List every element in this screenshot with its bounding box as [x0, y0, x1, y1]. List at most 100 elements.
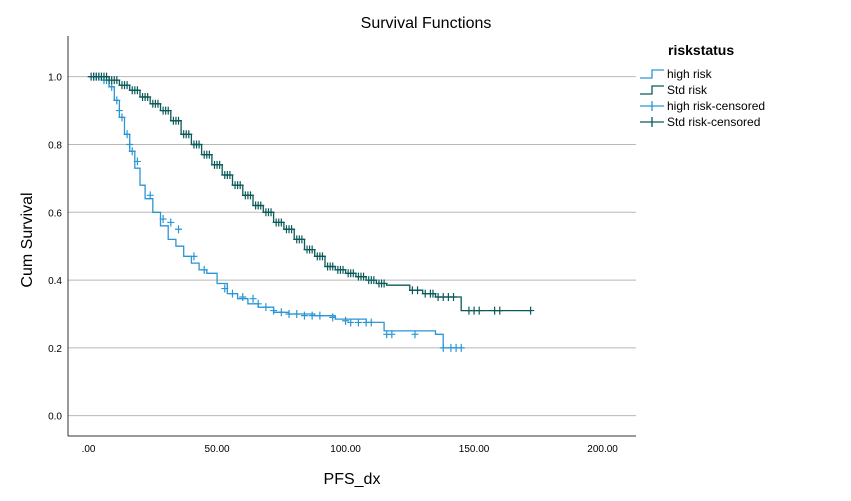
censored-mark [475, 306, 483, 315]
censored-mark [167, 218, 175, 227]
censored-mark [496, 306, 504, 315]
x-tick-label: 100.00 [330, 444, 361, 455]
legend-label: high risk [667, 67, 713, 81]
legend-entry: high risk [640, 67, 713, 81]
censored-mark [164, 106, 172, 115]
legend-title: riskstatus [668, 42, 734, 58]
censored-mark [126, 140, 134, 149]
censored-mark [159, 215, 167, 224]
censored-mark [316, 311, 324, 320]
censored-mark [108, 82, 116, 91]
x-tick-label: 150.00 [459, 444, 490, 455]
censored-mark [339, 265, 347, 274]
step-line-std-risk [88, 76, 531, 312]
legend-entry: high risk-censored [640, 99, 765, 113]
legend-entry: Std risk-censored [640, 115, 760, 129]
censored-mark [380, 279, 388, 288]
censored-mark [113, 76, 121, 85]
censored-mark [254, 299, 262, 308]
censored-mark [429, 289, 437, 298]
ticks: .00 50.00 100.00 150.00 200.00 0.0 0.2 0.4 0.6 0.… [48, 73, 618, 455]
x-tick-label: .00 [82, 444, 96, 455]
legend-swatch-censored [640, 117, 664, 127]
censored-mark [277, 218, 285, 227]
legend-label: Std risk [667, 83, 708, 97]
legend-label: Std risk-censored [667, 115, 760, 129]
censored-mark [329, 262, 337, 271]
censored-mark [527, 306, 535, 315]
censored-mark [285, 309, 293, 318]
y-tick-label: 1.0 [48, 73, 62, 84]
censored-mark [118, 113, 126, 122]
censored-mark [262, 303, 270, 312]
legend-swatch-step [640, 85, 664, 95]
censored-mark [270, 306, 278, 315]
censored-mark [246, 191, 254, 200]
censored-mark [457, 343, 465, 352]
x-tick-label: 200.00 [587, 444, 618, 455]
censored-mark [195, 140, 203, 149]
series-std-risk [87, 72, 535, 315]
censored-mark [133, 157, 141, 166]
censored-mark [360, 272, 368, 281]
censored-mark [439, 343, 447, 352]
censored-mark [293, 309, 301, 318]
censored-mark [113, 96, 121, 105]
censored-mark [370, 276, 378, 285]
censored-mark [329, 313, 337, 322]
legend-swatch-censored [640, 101, 664, 111]
censored-mark [349, 269, 357, 278]
censored-mark [221, 284, 229, 293]
censored-mark [249, 294, 257, 303]
y-tick-label: 0.4 [48, 276, 62, 287]
x-axis-label: PFS_dx [324, 471, 381, 488]
censored-mark [298, 235, 306, 244]
censored-mark [228, 289, 236, 298]
censored-mark [175, 116, 183, 125]
censored-mark [450, 293, 458, 302]
censored-mark [133, 86, 141, 95]
y-tick-label: 0.8 [48, 140, 62, 151]
censored-mark [257, 201, 265, 210]
censored-mark [123, 81, 131, 90]
censored-mark [308, 311, 316, 320]
censored-mark [239, 293, 247, 302]
censored-mark [347, 318, 355, 327]
censored-mark [128, 147, 136, 156]
censored-mark [185, 130, 193, 139]
y-axis-label: Cum Survival [19, 192, 36, 287]
censored-mark [354, 318, 362, 327]
censored-mark [342, 316, 350, 325]
axes [67, 36, 636, 437]
censored-mark [216, 160, 224, 169]
censored-mark [288, 225, 296, 234]
censored-mark [226, 170, 234, 179]
gridlines [68, 76, 636, 417]
legend-entry: Std risk [640, 83, 708, 97]
censored-mark [154, 99, 162, 108]
censored-mark [236, 181, 244, 190]
censored-mark [277, 308, 285, 317]
censored-mark [414, 286, 422, 295]
series-layer [87, 72, 535, 352]
censored-mark [175, 225, 183, 234]
censored-mark [267, 208, 275, 217]
legend-swatch-step [640, 69, 664, 79]
censored-mark [308, 245, 316, 254]
censored-mark [200, 265, 208, 274]
censored-mark [367, 318, 375, 327]
censored-mark [123, 130, 131, 139]
censored-mark [300, 311, 308, 320]
legend: riskstatus high risk Std risk high risk-ce… [640, 42, 765, 129]
censored-mark [146, 191, 154, 200]
censored-mark [318, 252, 326, 261]
x-tick-label: 50.00 [205, 444, 230, 455]
censored-mark [144, 93, 152, 102]
censored-mark [115, 106, 123, 115]
chart-title: Survival Functions [361, 15, 492, 32]
censored-mark [205, 150, 213, 159]
censored-mark [388, 330, 396, 339]
y-tick-label: 0.2 [48, 344, 62, 355]
legend-label: high risk-censored [667, 99, 765, 113]
